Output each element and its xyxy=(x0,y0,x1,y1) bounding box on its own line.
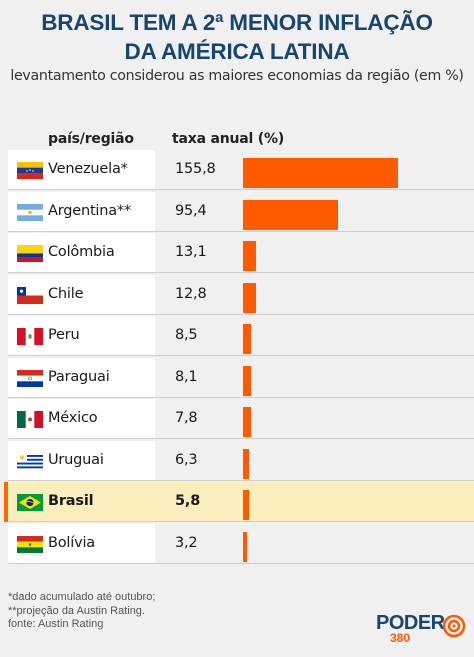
bar-mexico xyxy=(243,407,251,437)
footnote-source: fonte: Austin Rating xyxy=(8,618,104,630)
country-cell: México xyxy=(8,399,155,439)
country-label: Uruguai xyxy=(48,451,104,468)
value-cell xyxy=(155,233,474,273)
value-label: 95,4 xyxy=(175,202,207,219)
country-cell: Peru xyxy=(8,316,155,356)
value-cell xyxy=(155,192,474,232)
bar-chile xyxy=(243,282,256,313)
value-label: 13,1 xyxy=(175,244,207,260)
value-label: 8,1 xyxy=(175,368,198,385)
country-label: Argentina** xyxy=(48,202,132,219)
country-label: Colômbia xyxy=(48,244,115,260)
value-cell xyxy=(155,399,474,439)
bar-brasil xyxy=(243,490,249,520)
value-label: 6,3 xyxy=(175,451,198,468)
value-label: 3,2 xyxy=(175,534,198,551)
table-row-mexico: México 7,8 xyxy=(0,399,474,439)
table-row-uruguai: Uruguai 6,3 xyxy=(0,440,474,481)
country-cell: Uruguai xyxy=(8,440,155,481)
value-cell xyxy=(155,316,474,356)
country-cell: Argentina** xyxy=(8,191,155,232)
country-label: Brasil xyxy=(48,493,94,509)
value-label: 5,8 xyxy=(175,493,201,509)
bar-bolivia xyxy=(243,531,247,562)
bar-venezuela xyxy=(243,158,398,188)
footnote-2: **projeção da Austin Rating. xyxy=(8,604,145,617)
chart-title-line-1: BRASIL TEM A 2ª MENOR INFLAÇÃO xyxy=(41,10,433,35)
value-cell xyxy=(155,441,474,481)
country-cell: Bolívia xyxy=(8,523,155,564)
value-cell xyxy=(155,524,474,564)
logo-text: PODER xyxy=(376,612,445,634)
brazil-flag-icon xyxy=(17,494,43,511)
country-label: Bolívia xyxy=(48,534,95,551)
venezuela-flag-icon xyxy=(17,162,43,179)
value-cell xyxy=(155,275,474,315)
bolivia-flag-icon xyxy=(17,535,43,553)
value-label: 12,8 xyxy=(175,285,207,302)
logo-number: 380 xyxy=(390,631,411,645)
footnotes: *dado acumulado até outubro; **projeção … xyxy=(8,591,155,632)
table-row-brasil: Brasil 5,8 xyxy=(0,482,474,522)
poder360-logo: PODER 380 xyxy=(376,612,468,648)
highlight-marker xyxy=(4,482,8,522)
footnote-1: *dado acumulado até outubro; xyxy=(8,591,156,603)
bar-peru xyxy=(243,324,252,354)
value-label: 8,5 xyxy=(175,327,198,343)
value-cell xyxy=(155,150,474,190)
country-cell: Paraguai xyxy=(8,357,155,398)
chart-title-line-2: DA AMÉRICA LATINA xyxy=(124,39,350,64)
table-row-bolivia: Bolívia 3,2 xyxy=(0,523,474,564)
table-row-paraguai: Paraguai 8,1 xyxy=(0,357,474,398)
country-label: Paraguai xyxy=(48,368,110,385)
column-header-value: taxa anual (%) xyxy=(172,131,285,147)
value-label: 7,8 xyxy=(175,410,198,426)
country-cell: Venezuela* xyxy=(8,150,155,190)
peru-flag-icon xyxy=(17,328,43,345)
mexico-flag-icon xyxy=(17,411,43,428)
country-cell: Chile xyxy=(8,274,155,315)
logo-target-icon xyxy=(442,614,466,638)
bar-paraguai xyxy=(243,365,252,396)
chart-subtitle: levantamento considerou as maiores econo… xyxy=(10,68,464,84)
bar-uruguai xyxy=(243,448,250,479)
country-label: Venezuela* xyxy=(48,161,128,177)
bar-argentina xyxy=(243,199,338,230)
table-row-venezuela: Venezuela* 155,8 xyxy=(0,150,474,190)
country-label: Peru xyxy=(48,327,80,343)
value-cell xyxy=(155,482,474,522)
column-header-country: país/região xyxy=(48,131,134,147)
country-cell: Brasil xyxy=(8,482,155,522)
chart-title: BRASIL TEM A 2ª MENOR INFLAÇÃO DA AMÉRIC… xyxy=(0,8,474,66)
argentina-flag-icon xyxy=(17,203,43,221)
colombia-flag-icon xyxy=(17,245,43,262)
paraguay-flag-icon xyxy=(17,369,43,387)
table-row-chile: Chile 12,8 xyxy=(0,274,474,315)
country-cell: Colômbia xyxy=(8,233,155,273)
value-label: 155,8 xyxy=(175,161,216,177)
value-cell xyxy=(155,358,474,398)
uruguay-flag-icon xyxy=(17,452,43,470)
table-row-peru: Peru 8,5 xyxy=(0,316,474,356)
bar-colombia xyxy=(243,241,257,271)
country-label: México xyxy=(48,410,98,426)
country-label: Chile xyxy=(48,285,84,302)
chile-flag-icon xyxy=(17,286,43,304)
table-row-argentina: Argentina** 95,4 xyxy=(0,191,474,232)
table-row-colombia: Colômbia 13,1 xyxy=(0,233,474,273)
